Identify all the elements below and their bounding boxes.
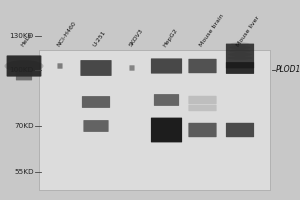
- Text: NCI-H460: NCI-H460: [56, 21, 77, 48]
- FancyBboxPatch shape: [188, 123, 217, 137]
- Text: 70KD: 70KD: [14, 123, 34, 129]
- FancyBboxPatch shape: [7, 55, 41, 77]
- FancyBboxPatch shape: [226, 62, 254, 74]
- Text: SKOV3: SKOV3: [128, 28, 144, 48]
- Ellipse shape: [231, 42, 250, 46]
- Ellipse shape: [230, 46, 250, 49]
- FancyBboxPatch shape: [151, 118, 182, 142]
- FancyBboxPatch shape: [58, 63, 63, 69]
- FancyBboxPatch shape: [83, 120, 109, 132]
- Text: 100KD: 100KD: [9, 67, 34, 73]
- Text: U-251: U-251: [92, 30, 106, 48]
- Ellipse shape: [228, 53, 252, 56]
- FancyBboxPatch shape: [188, 105, 217, 111]
- FancyBboxPatch shape: [188, 96, 217, 104]
- Ellipse shape: [229, 49, 251, 53]
- Bar: [39, 50, 270, 190]
- Ellipse shape: [4, 60, 44, 72]
- FancyBboxPatch shape: [16, 72, 32, 80]
- Ellipse shape: [227, 56, 253, 60]
- FancyBboxPatch shape: [154, 94, 179, 106]
- FancyBboxPatch shape: [226, 123, 254, 137]
- Text: 55KD: 55KD: [14, 169, 34, 175]
- Text: Mouse liver: Mouse liver: [236, 16, 261, 48]
- FancyBboxPatch shape: [226, 44, 254, 68]
- FancyBboxPatch shape: [82, 96, 110, 108]
- Text: Mouse brain: Mouse brain: [198, 13, 225, 48]
- Text: HeLa: HeLa: [20, 32, 33, 48]
- FancyBboxPatch shape: [130, 65, 135, 71]
- FancyBboxPatch shape: [80, 60, 112, 76]
- Text: HepG2: HepG2: [162, 28, 179, 48]
- Text: 130KD: 130KD: [9, 33, 34, 39]
- FancyBboxPatch shape: [188, 59, 217, 73]
- Text: PLOD1: PLOD1: [275, 66, 300, 74]
- FancyBboxPatch shape: [151, 58, 182, 74]
